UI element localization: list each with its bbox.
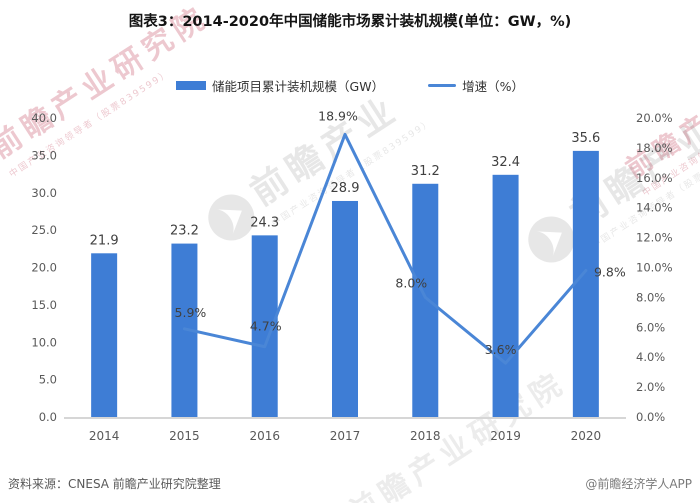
y-axis-right-tick: 10.0% (636, 261, 673, 275)
bar-2020 (572, 150, 599, 417)
legend-bar-swatch-icon (176, 81, 207, 90)
credit-note: @前瞻经济学人APP (585, 477, 692, 491)
bar-label-2014: 21.9 (90, 233, 119, 248)
bar-label-2016: 24.3 (250, 215, 279, 230)
x-axis-tick-2018: 2018 (410, 429, 441, 443)
bar-label-2015: 23.2 (170, 224, 199, 239)
x-axis-tick-2015: 2015 (169, 429, 200, 443)
legend-bar-label: 储能项目累计装机规模（GW） (212, 79, 385, 94)
line-label-2019: 3.6% (485, 342, 517, 357)
y-axis-right-tick: 4.0% (636, 350, 665, 364)
chart-footer: 资料来源：CNESA 前瞻产业研究院整理 @前瞻经济学人APP (0, 475, 700, 492)
legend-line-swatch-icon (428, 84, 457, 87)
y-axis-left-tick: 0.0 (39, 410, 57, 424)
legend-item-bar: 储能项目累计装机规模（GW） (176, 76, 384, 95)
y-axis-left-tick: 35.0 (31, 148, 57, 162)
chart-title: 图表3：2014-2020年中国储能市场累计装机规模(单位：GW，%) (128, 14, 572, 30)
bar-label-2019: 32.4 (491, 155, 520, 170)
y-axis-right-tick: 14.0% (636, 201, 673, 215)
bar-2017 (332, 200, 358, 417)
y-axis-right-tick: 16.0% (636, 171, 673, 185)
y-axis-left-tick: 25.0 (31, 223, 57, 237)
x-axis-tick-2014: 2014 (89, 429, 120, 443)
y-axis-left-tick: 15.0 (31, 298, 57, 312)
y-axis-left-tick: 30.0 (31, 186, 57, 200)
x-axis-tick-2017: 2017 (330, 429, 361, 443)
line-label-2015: 5.9% (175, 305, 207, 320)
y-axis-right-tick: 12.0% (636, 231, 673, 245)
y-axis-right-tick: 6.0% (636, 320, 665, 334)
bar-2019 (492, 174, 519, 417)
chart-legend: 储能项目累计装机规模（GW） 增速（%） (0, 76, 700, 95)
bar-2014 (91, 253, 118, 417)
legend-line-label: 增速（%） (462, 79, 524, 94)
source-note: 资料来源：CNESA 前瞻产业研究院整理 (8, 477, 221, 491)
line-label-2016: 4.7% (250, 319, 282, 334)
y-axis-right-tick: 18.0% (636, 141, 673, 155)
y-axis-right-tick: 8.0% (636, 290, 665, 304)
bar-label-2020: 35.6 (571, 131, 600, 146)
growth-line (182, 132, 588, 365)
line-label-2020: 9.8% (594, 264, 626, 279)
x-axis-tick-2019: 2019 (490, 429, 521, 443)
x-axis-tick-2016: 2016 (249, 429, 280, 443)
y-axis-left-tick: 10.0 (31, 335, 57, 349)
y-axis-left-tick: 20.0 (31, 261, 57, 275)
bar-2018 (412, 183, 439, 417)
y-axis-left-tick: 5.0 (39, 373, 57, 387)
bar-label-2018: 31.2 (411, 164, 440, 179)
line-label-2017: 18.9% (318, 108, 358, 123)
y-axis-right-tick: 2.0% (636, 380, 665, 394)
x-axis-tick-2020: 2020 (571, 429, 602, 443)
y-axis-right-tick: 20.0% (636, 111, 673, 125)
line-label-2018: 8.0% (395, 275, 427, 290)
legend-item-line: 增速（%） (428, 76, 524, 95)
bar-label-2017: 28.9 (331, 181, 360, 196)
y-axis-left-tick: 40.0 (31, 111, 57, 125)
y-axis-right-tick: 0.0% (636, 410, 665, 424)
